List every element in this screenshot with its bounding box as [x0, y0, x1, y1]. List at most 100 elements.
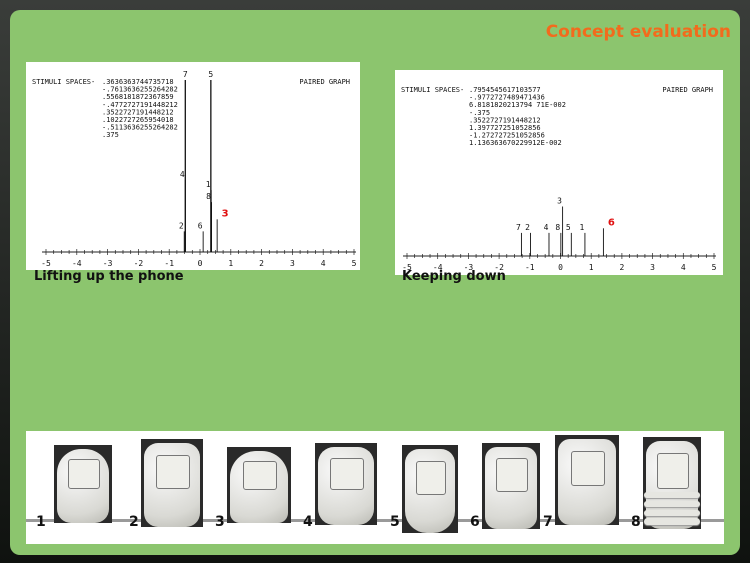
axis-tick-label: 1: [589, 263, 594, 272]
axis-tick-label: -1: [525, 263, 535, 272]
axis-tick-label: 2: [259, 259, 264, 268]
prototype-number: 6: [470, 514, 480, 530]
phone-mockup-shape: [318, 447, 374, 525]
marker-label-1: 1: [206, 180, 211, 189]
stimuli-value: .3522727191448212: [469, 116, 541, 124]
prototype-number: 5: [390, 514, 400, 530]
axis-tick-label: -2: [494, 263, 504, 272]
prototype-strip: 1 2 3 4 5 6 7 8: [26, 431, 724, 544]
prototype-8: 8: [621, 431, 703, 544]
stimuli-value: 1.397727251052856: [469, 124, 541, 132]
prototype-number: 4: [303, 514, 313, 530]
stimuli-value: -.375: [469, 109, 490, 117]
phone-screen-outline: [496, 458, 528, 492]
phone-screen-outline: [416, 460, 446, 495]
rib-segment: [644, 500, 700, 507]
stimuli-value: .7954545617103577: [469, 86, 541, 94]
marker-label-3: 3: [222, 208, 229, 219]
rib-segment: [644, 518, 700, 525]
marker-label-6: 6: [608, 217, 615, 228]
paired-graph-lifting: STIMULI SPACES- PAIRED GRAPH .363636374473…: [32, 70, 357, 268]
phone-screen-outline: [156, 454, 190, 489]
stimuli-value: .3636363744735718: [102, 78, 174, 86]
axis-tick-label: 4: [681, 263, 686, 272]
marker-label-3: 3: [557, 197, 562, 206]
stimuli-value: 6.8181820213794 71E-002: [469, 101, 566, 109]
phone-mockup-shape: [558, 439, 616, 525]
prototype-number: 1: [36, 514, 46, 530]
graph-header-left: STIMULI SPACES-: [32, 78, 95, 86]
phone-mockup-shape: [144, 443, 200, 527]
phone-mockup-shape: [230, 451, 288, 523]
marker-label-5: 5: [566, 223, 571, 232]
phone-screen-outline: [570, 451, 606, 486]
axis-tick-label: 4: [321, 259, 326, 268]
prototype-number: 7: [543, 514, 553, 530]
axis-tick-label: 5: [352, 259, 357, 268]
stimuli-value: .375: [102, 131, 119, 139]
stimuli-value: -.5113636255264282: [102, 124, 178, 132]
marker-label-6: 6: [198, 221, 203, 230]
prototype-7: 7: [533, 431, 621, 544]
axis-tick-label: -1: [164, 259, 174, 268]
stimuli-value: .5568181872367859: [102, 93, 174, 101]
axis-tick-label: 0: [198, 259, 203, 268]
phone-mockup-shape: [485, 447, 537, 529]
phone-mockup-shape: [405, 449, 455, 533]
marker-label-1: 1: [580, 223, 585, 232]
axis-tick-label: 1: [228, 259, 233, 268]
prototype-5: 5: [380, 431, 460, 544]
stimuli-value: .1022727265954018: [102, 116, 174, 124]
axis-tick-label: 2: [619, 263, 624, 272]
axis-tick-label: -3: [464, 263, 474, 272]
marker-label-5: 5: [208, 70, 213, 79]
prototype-6: 6: [460, 431, 542, 544]
graph-panel-lifting: STIMULI SPACES- PAIRED GRAPH .363636374473…: [26, 62, 360, 270]
phone-screen-outline: [68, 459, 100, 490]
graph-header-left: STIMULI SPACES-: [401, 86, 464, 94]
marker-label-8: 8: [206, 192, 211, 201]
stimuli-value: 1.136363670229912E-002: [469, 139, 562, 147]
prototype-number: 8: [631, 514, 641, 530]
axis-tick-label: -4: [72, 259, 82, 268]
axis-tick-label: -4: [433, 263, 443, 272]
phone-mockup-shape: [644, 441, 700, 529]
prototype-number: 2: [129, 514, 139, 530]
marker-label-7: 7: [183, 70, 188, 79]
phone-mockup-shape: [57, 449, 109, 523]
marker-label-8: 8: [555, 223, 560, 232]
prototype-3: 3: [205, 431, 293, 544]
paired-graph-keeping: STIMULI SPACES- PAIRED GRAPH .795454561710…: [401, 86, 717, 272]
slide-title: Concept evaluation: [545, 22, 731, 42]
slide: Concept evaluation STIMULI SPACES- PAIRED…: [10, 10, 740, 555]
graph-panel-keeping: STIMULI SPACES- PAIRED GRAPH .795454561710…: [395, 70, 723, 275]
phone-screen-outline: [657, 453, 689, 489]
stimuli-value: .3522727191448212: [102, 108, 174, 116]
axis-tick-label: -5: [402, 263, 412, 272]
graph-header-right: PAIRED GRAPH: [662, 86, 713, 94]
phone-screen-outline: [242, 461, 278, 491]
prototype-4: 4: [293, 431, 379, 544]
rib-segment: [644, 492, 700, 499]
axis-tick-label: -5: [41, 259, 51, 268]
prototype-2: 2: [119, 431, 205, 544]
marker-label-2: 2: [525, 223, 530, 232]
stimuli-value: -.9772727489471436: [469, 94, 545, 102]
rib-segment: [644, 509, 700, 516]
caption-keeping: Keeping down: [402, 269, 506, 284]
marker-label-7: 7: [516, 223, 521, 232]
axis-tick-label: -2: [134, 259, 144, 268]
stimuli-value: -1.272727251052856: [469, 132, 545, 140]
stimuli-value: -.4772727191448212: [102, 101, 178, 109]
axis-tick-label: 3: [290, 259, 295, 268]
graph-header-right: PAIRED GRAPH: [299, 78, 350, 86]
marker-label-2: 2: [179, 221, 184, 230]
prototype-number: 3: [215, 514, 225, 530]
marker-label-4: 4: [180, 170, 185, 179]
axis-tick-label: 3: [650, 263, 655, 272]
axis-tick-label: -3: [103, 259, 113, 268]
stimuli-value: -.7613636255264282: [102, 86, 178, 94]
phone-screen-outline: [330, 457, 364, 490]
caption-lifting: Lifting up the phone: [34, 269, 184, 284]
